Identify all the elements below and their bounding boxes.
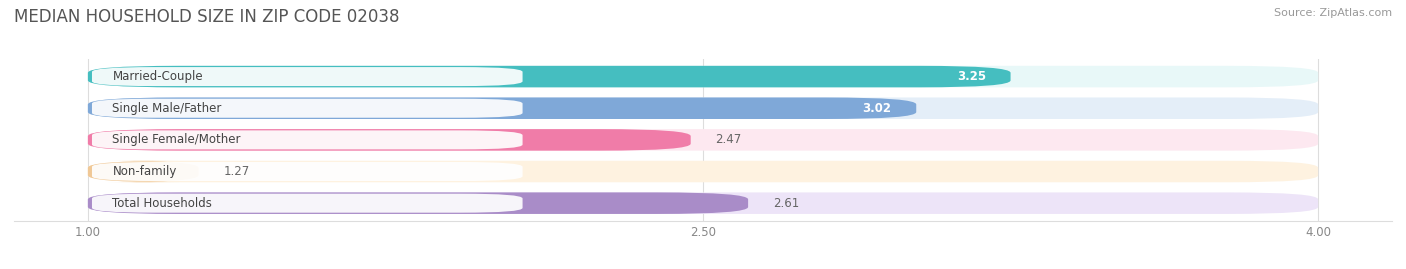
- Text: 1.27: 1.27: [224, 165, 249, 178]
- FancyBboxPatch shape: [87, 192, 1319, 214]
- Text: Non-family: Non-family: [112, 165, 177, 178]
- FancyBboxPatch shape: [91, 194, 523, 213]
- FancyBboxPatch shape: [87, 161, 198, 182]
- FancyBboxPatch shape: [91, 162, 523, 181]
- FancyBboxPatch shape: [87, 66, 1319, 87]
- Text: Married-Couple: Married-Couple: [112, 70, 202, 83]
- FancyBboxPatch shape: [87, 66, 1011, 87]
- FancyBboxPatch shape: [91, 67, 523, 86]
- Text: Single Female/Mother: Single Female/Mother: [112, 133, 240, 146]
- FancyBboxPatch shape: [91, 130, 523, 149]
- FancyBboxPatch shape: [87, 129, 690, 151]
- Text: Total Households: Total Households: [112, 197, 212, 210]
- FancyBboxPatch shape: [87, 97, 917, 119]
- Text: 2.61: 2.61: [773, 197, 799, 210]
- FancyBboxPatch shape: [87, 129, 1319, 151]
- Text: 3.02: 3.02: [863, 102, 891, 115]
- Text: Single Male/Father: Single Male/Father: [112, 102, 222, 115]
- FancyBboxPatch shape: [91, 99, 523, 118]
- Text: Source: ZipAtlas.com: Source: ZipAtlas.com: [1274, 8, 1392, 18]
- FancyBboxPatch shape: [87, 192, 748, 214]
- Text: 3.25: 3.25: [957, 70, 986, 83]
- Text: 2.47: 2.47: [716, 133, 741, 146]
- Text: MEDIAN HOUSEHOLD SIZE IN ZIP CODE 02038: MEDIAN HOUSEHOLD SIZE IN ZIP CODE 02038: [14, 8, 399, 26]
- FancyBboxPatch shape: [87, 97, 1319, 119]
- FancyBboxPatch shape: [87, 161, 1319, 182]
